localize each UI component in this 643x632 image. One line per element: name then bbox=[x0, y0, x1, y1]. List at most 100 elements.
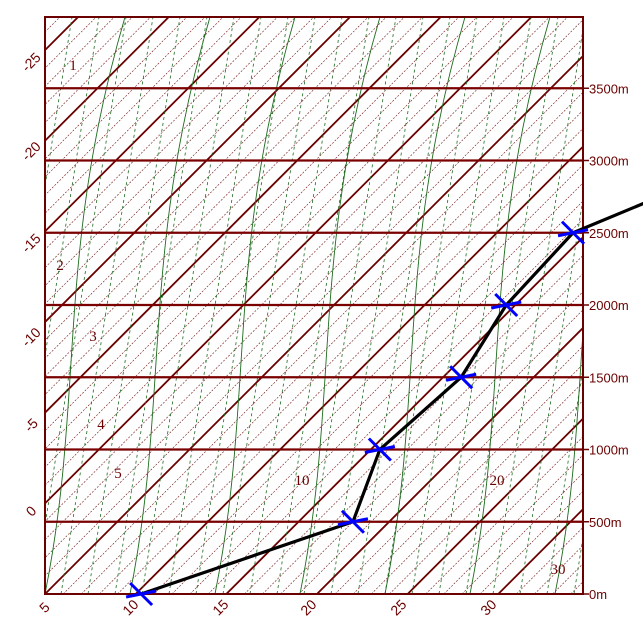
marker-stroke bbox=[364, 445, 396, 454]
mixing-ratio-line bbox=[87, 17, 181, 594]
isotherm-line bbox=[45, 17, 296, 269]
x-tick-label: 10 bbox=[119, 596, 141, 618]
mixing-ratio-line bbox=[357, 17, 451, 594]
x-tick-label: 15 bbox=[209, 596, 231, 618]
mixing-ratio-line bbox=[628, 17, 643, 594]
isotherm-major-line bbox=[45, 17, 170, 143]
dry-adiabat-line bbox=[45, 17, 126, 594]
dry-adiabat-line bbox=[0, 17, 40, 594]
profile-marker bbox=[364, 437, 396, 462]
mixing-ratio-line bbox=[438, 17, 532, 594]
mixing-ratio-line bbox=[60, 17, 154, 594]
isotherm-line bbox=[45, 17, 333, 305]
isotherm-line bbox=[45, 17, 278, 250]
mixing-ratio-label: 4 bbox=[97, 417, 105, 433]
isotherm-line bbox=[45, 17, 151, 124]
isotherm-line bbox=[45, 17, 188, 160]
isotherm-line bbox=[45, 37, 583, 577]
profile-line bbox=[140, 201, 643, 596]
mixing-ratio-label: 1 bbox=[69, 58, 77, 74]
mixing-ratio-line bbox=[411, 17, 505, 594]
y-tick-label: -5 bbox=[21, 415, 41, 435]
x-tick-label: 25 bbox=[387, 596, 409, 618]
y-tick-label: 0 bbox=[23, 502, 40, 519]
profile-marker bbox=[557, 220, 589, 245]
altitude-label: 3500m bbox=[589, 81, 629, 96]
isotherm-line bbox=[99, 110, 583, 594]
marker-stroke bbox=[557, 228, 589, 238]
isotherm-line bbox=[0, 17, 24, 594]
profile-marker bbox=[490, 292, 522, 318]
mixing-ratio-line bbox=[249, 17, 343, 594]
dry-adiabat-line bbox=[384, 17, 466, 594]
x-tick-label: 5 bbox=[36, 599, 53, 616]
isotherm-line bbox=[45, 17, 514, 486]
diagram-grid bbox=[0, 17, 643, 594]
mixing-ratio-line bbox=[45, 17, 73, 189]
isotherm-line bbox=[45, 17, 460, 432]
dry-adiabat-line bbox=[469, 17, 551, 594]
isotherm-major-line bbox=[406, 417, 583, 594]
mixing-ratio-line bbox=[45, 17, 127, 528]
isotherm-line bbox=[81, 91, 583, 594]
temperature-profile bbox=[125, 201, 643, 607]
isotherm-line bbox=[45, 19, 583, 559]
marker-stroke bbox=[125, 589, 157, 599]
mixing-ratio-line bbox=[519, 196, 583, 594]
altitude-label: 500m bbox=[589, 515, 622, 530]
mixing-ratio-line bbox=[465, 17, 559, 594]
isotherm-line bbox=[45, 17, 550, 522]
mixing-ratio-line bbox=[45, 17, 100, 359]
x-tick-label: 30 bbox=[477, 596, 499, 618]
y-tick-label: -25 bbox=[18, 49, 44, 75]
y-tick-label: -20 bbox=[18, 138, 44, 164]
dry-adiabat-line bbox=[129, 17, 211, 594]
altitude-label: 3000m bbox=[589, 154, 629, 169]
isotherm-line bbox=[45, 17, 314, 287]
mixing-ratio-label: 20 bbox=[490, 473, 505, 489]
isotherm-line bbox=[45, 17, 224, 196]
isotherm-line bbox=[0, 17, 42, 594]
mixing-ratio-line bbox=[330, 17, 424, 594]
isotherm-major-line bbox=[45, 17, 261, 233]
mixing-ratio-line bbox=[303, 17, 397, 594]
altitude-label: 1500m bbox=[589, 370, 629, 385]
profile-marker bbox=[337, 509, 369, 534]
altitude-label: 0m bbox=[589, 587, 607, 602]
profile-marker bbox=[125, 581, 157, 607]
isotherm-line bbox=[45, 17, 568, 540]
marker-stroke bbox=[337, 517, 369, 527]
mixing-ratio-label: 10 bbox=[295, 473, 310, 489]
mixing-ratio-label: 2 bbox=[56, 258, 64, 274]
mixing-ratio-label: 30 bbox=[551, 562, 566, 578]
mixing-ratio-line bbox=[276, 17, 370, 594]
altitude-label: 2500m bbox=[589, 226, 629, 241]
dry-adiabat-line bbox=[214, 17, 296, 594]
mixing-ratio-line bbox=[141, 17, 235, 594]
marker-stroke bbox=[445, 372, 477, 382]
mixing-ratio-label: 5 bbox=[114, 466, 122, 482]
isotherm-line bbox=[45, 17, 405, 377]
mixing-ratio-line bbox=[195, 17, 289, 594]
isotherm-line bbox=[45, 17, 369, 341]
isotherm-line bbox=[45, 17, 242, 214]
dry-adiabat-line bbox=[299, 17, 381, 594]
isotherm-line bbox=[45, 17, 387, 359]
isotherm-major-line bbox=[316, 326, 583, 594]
isotherm-line bbox=[62, 73, 583, 594]
mixing-ratio-label: 3 bbox=[89, 329, 97, 345]
mixing-ratio-line bbox=[546, 365, 583, 594]
altitude-label: 2000m bbox=[589, 298, 629, 313]
y-tick-label: -10 bbox=[18, 324, 44, 350]
marker-stroke bbox=[490, 300, 522, 310]
mixing-ratio-line bbox=[114, 17, 208, 594]
isotherm-line bbox=[0, 17, 6, 594]
mixing-ratio-line bbox=[492, 27, 583, 594]
x-tick-label: 20 bbox=[297, 596, 319, 618]
y-tick-label: -15 bbox=[18, 230, 44, 256]
dry-adiabat-line bbox=[554, 324, 583, 594]
altitude-label: 1000m bbox=[589, 443, 629, 458]
mixing-ratio-line bbox=[168, 17, 262, 594]
